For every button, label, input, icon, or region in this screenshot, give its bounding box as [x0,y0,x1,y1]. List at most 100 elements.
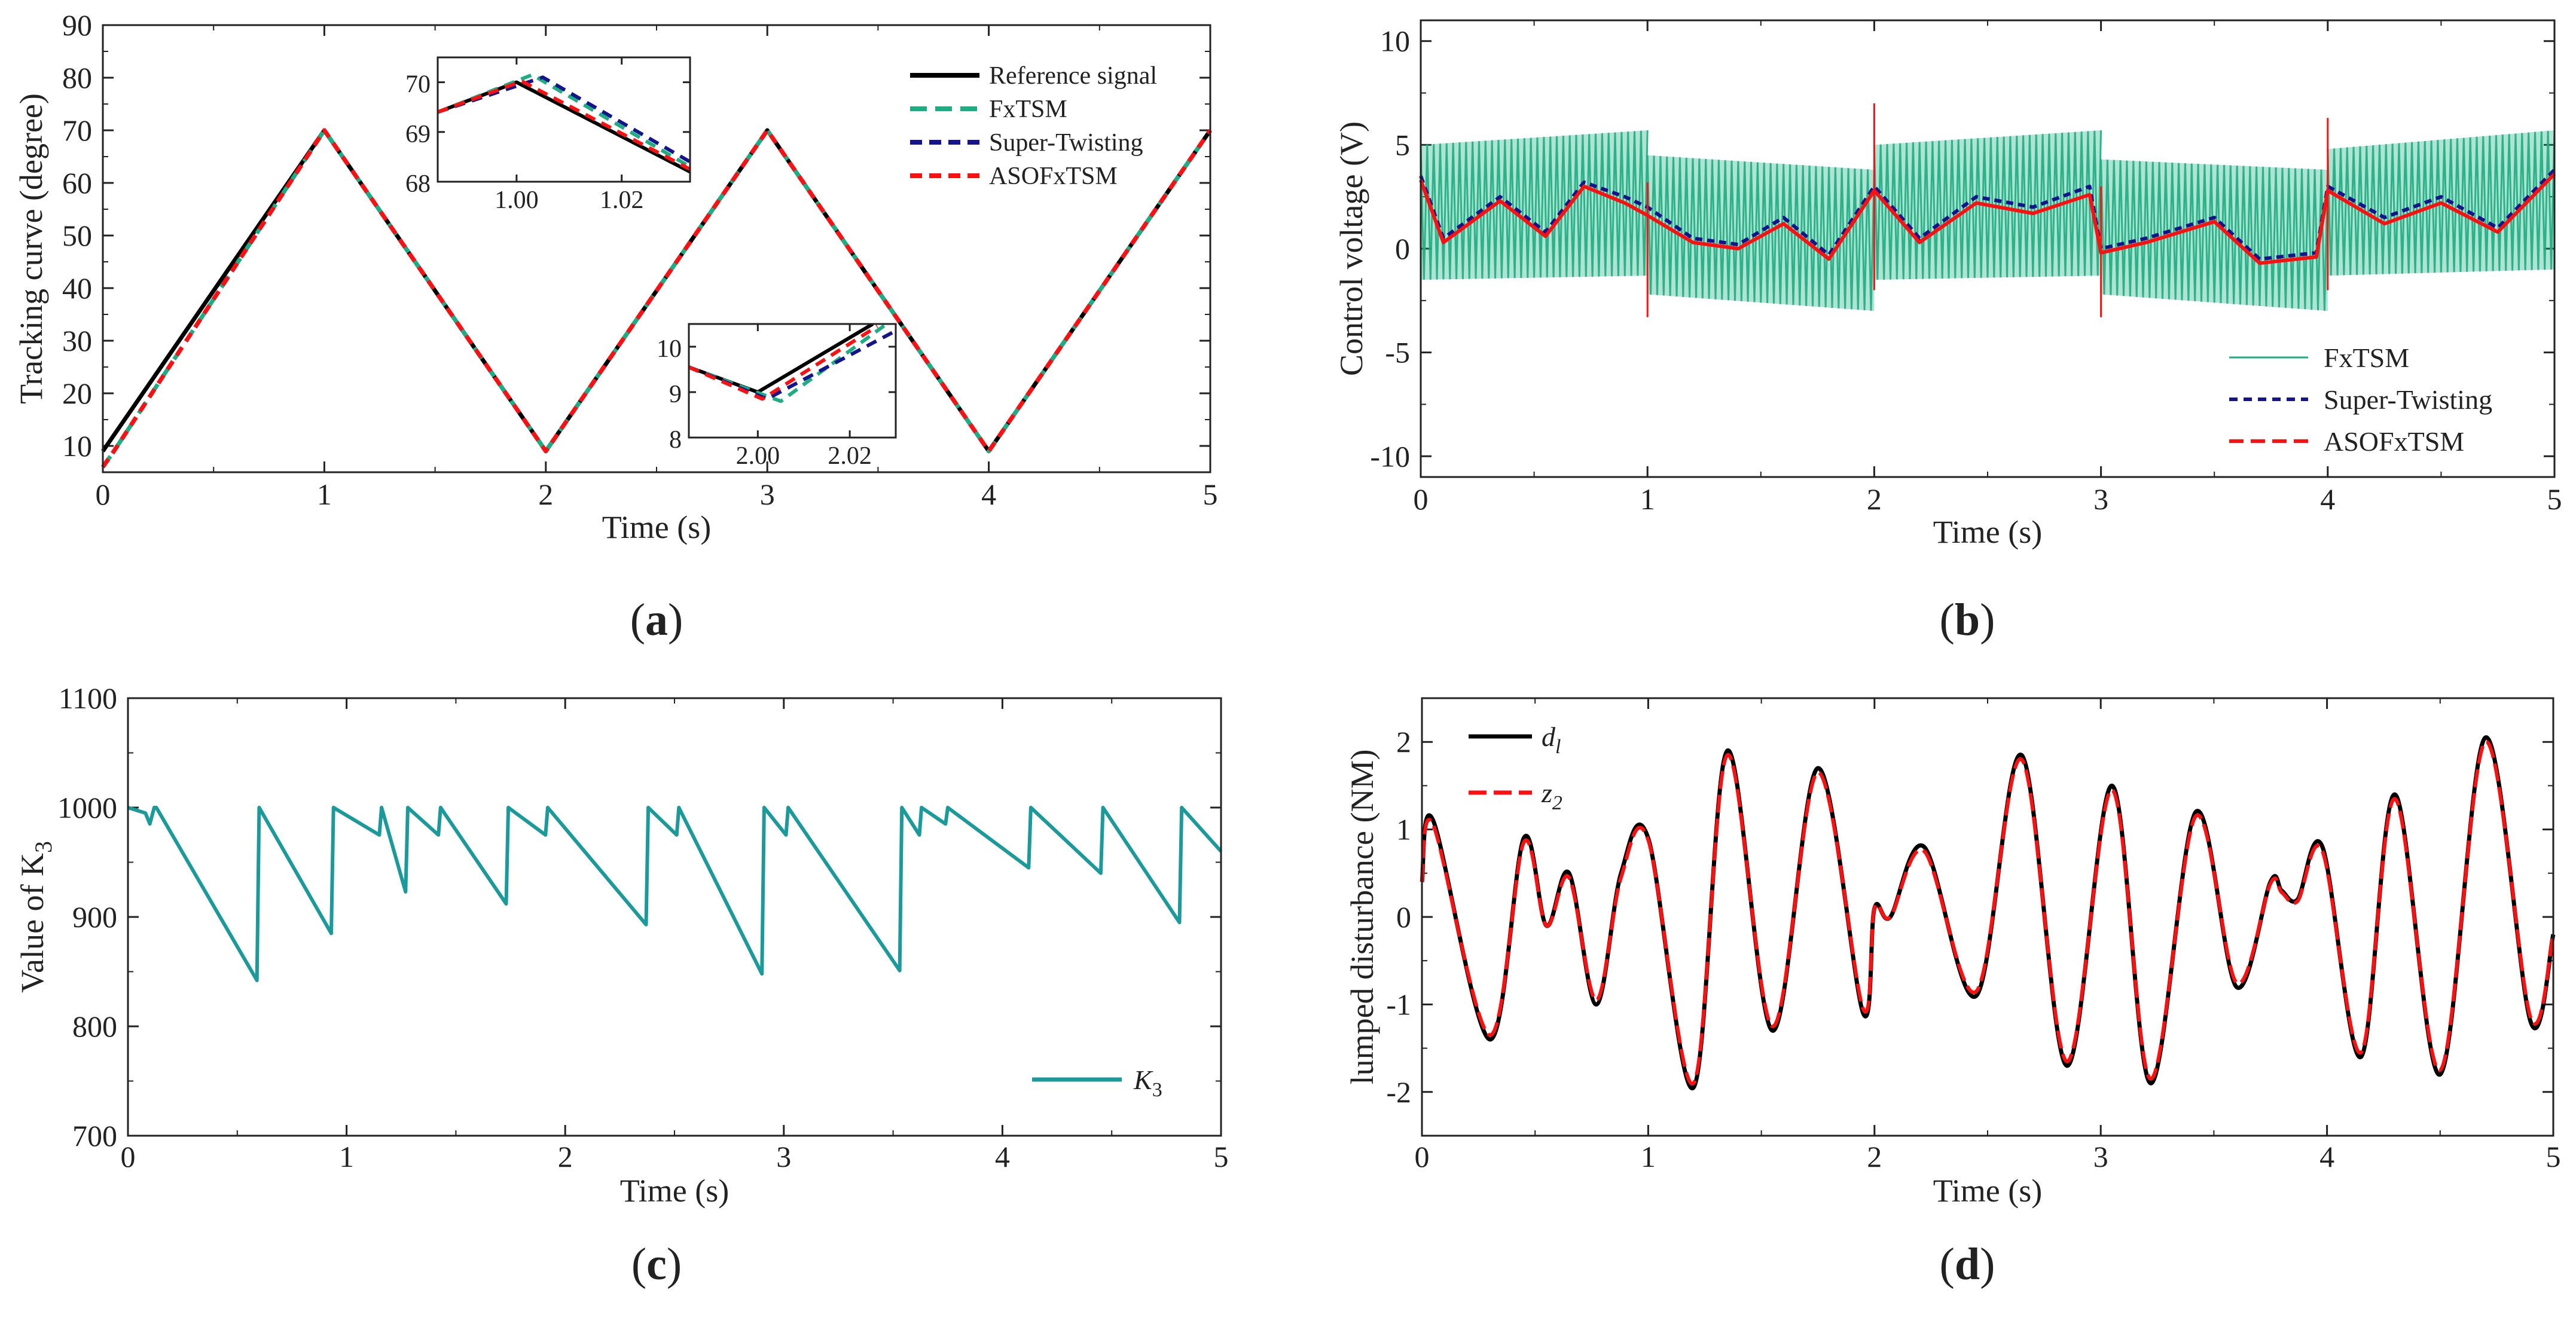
y-axis-label: lumped disturbance (NM) [1344,750,1380,1085]
fxtsm-band-fill [1647,155,1875,311]
fxtsm-band [1420,130,2556,311]
series-line-d1 [1420,735,2556,1090]
y-tick-label: -10 [1370,439,1410,473]
caption-close: ) [667,1239,682,1289]
caption-letter: b [1955,595,1980,645]
series-line-z2 [1420,740,2555,1086]
legend-label-main: K [1133,1065,1153,1095]
legend-label-subscript: 3 [1152,1079,1162,1101]
y-tick-label: 1 [1396,813,1411,846]
caption-open: ( [630,595,645,645]
legend-label-subscript: l [1555,736,1561,758]
legend-label: K3 [1133,1065,1162,1101]
legend-label: dl [1542,721,1561,758]
panel-b: 0 1 2 3 4 5 -10 -5 0 5 10 Time (s) Control voltage (… [1333,19,2562,645]
x-tick-label: 5 [2546,1140,2561,1173]
fxtsm-oscillation [1420,130,1649,280]
x-tick-label: 2 [558,1140,573,1173]
inset-1: 1.00 1.02 68 69 70 [405,56,691,214]
plot-frame [1420,19,2556,478]
y-tick-label: 10 [62,429,92,463]
x-tick-label: 2 [1867,1140,1882,1173]
x-tick-label: 0 [121,1140,136,1173]
panel-d: 0 1 2 3 4 5 -2 -1 0 1 2 Time (s) lumped disturbance … [1344,697,2561,1289]
y-tick-label: 40 [62,271,92,305]
legend-label: Super-Twisting [989,129,1143,157]
y-tick-label: 700 [72,1119,117,1152]
x-tick-label: 3 [2093,482,2108,516]
x-tick-label: 1 [1641,1140,1656,1173]
y-tick-label: 10 [657,335,682,363]
fxtsm-oscillation [1646,155,1875,311]
caption-close: ) [1980,1239,1995,1289]
fxtsm-band-fill [2101,159,2328,311]
y-axis-label: Control voltage (V) [1333,121,1369,376]
y-tick-label: 10 [1380,25,1410,58]
legend-label: Super-Twisting [2324,384,2492,415]
x-axis-label: Time (s) [620,1173,730,1209]
x-tick-label: 3 [2093,1140,2108,1173]
caption-letter: c [646,1239,667,1289]
x-tick-label: 1.00 [495,186,539,214]
y-tick-label: 50 [62,219,92,252]
y-axis-label: Value of K3 [14,841,57,993]
y-tick-label: 70 [62,114,92,147]
x-tick-label: 1 [1640,482,1655,516]
y-axis-label: Tracking curve (degree) [13,93,49,404]
x-tick-label: 2.02 [828,442,872,470]
y-tick-label: -2 [1386,1075,1411,1109]
plot-frame [127,697,1222,1137]
x-tick-label: 3 [760,478,775,511]
inset-background [438,57,690,182]
x-tick-label: 4 [995,1140,1010,1173]
x-tick-label: 0 [1414,482,1429,516]
y-tick-label: -5 [1385,336,1410,369]
y-tick-label: 60 [62,166,92,200]
caption-open: ( [1940,1239,1955,1289]
y-tick-label: 1000 [57,791,117,824]
x-tick-label: 1.02 [600,186,644,214]
legend-label: FxTSM [2324,343,2409,373]
x-tick-label: 5 [2547,482,2562,516]
legend-label: ASOFxTSM [989,163,1118,190]
panel-c: 0 1 2 3 4 5 700 800 900 1000 1100 Time (s) Value of … [14,681,1229,1289]
plot-frame [102,24,1211,473]
y-tick-label: 1100 [59,681,117,715]
y-tick-label: 70 [405,71,431,99]
inset-series [438,73,690,174]
legend-label-main: z [1541,778,1552,808]
legend-label: ASOFxTSM [2324,426,2464,457]
y-tick-label: 0 [1396,900,1411,934]
legend-label: z2 [1541,778,1562,814]
y-tick-label: 20 [62,377,92,410]
x-tick-label: 1 [339,1140,354,1173]
caption-close: ) [1980,595,1995,645]
fxtsm-band-fill [1421,130,1648,280]
x-tick-label: 5 [1214,1140,1229,1173]
x-tick-label: 2 [1867,482,1882,516]
inset-frame [437,56,691,183]
fxtsm-oscillation [1873,130,2102,280]
series-line-k3 [127,806,1223,983]
caption-letter: d [1955,1239,1980,1289]
y-tick-label: 5 [1395,128,1410,161]
y-tick-label: 0 [1395,232,1410,265]
panel-caption: (b) [1940,595,1995,645]
series-line-asofxtsm [1419,172,2556,265]
fxtsm-oscillation [2327,130,2556,276]
inset-frame [688,323,897,439]
y-axis-label-main: Control voltage (V) [1333,121,1369,376]
y-axis-label-main: Tracking curve (degree) [13,93,49,404]
x-tick-label: 0 [96,478,111,511]
y-tick-label: 800 [72,1010,117,1043]
y-axis-label-main: lumped disturbance (NM) [1344,750,1380,1085]
legend-label-main: d [1542,721,1556,752]
caption-close: ) [668,595,683,645]
x-tick-label: 2 [538,478,553,511]
y-axis-label-subscript: 3 [30,841,57,853]
y-tick-label: 2 [1396,725,1411,759]
fxtsm-oscillation [2100,159,2329,311]
y-tick-label: 69 [405,121,431,148]
inset-2: 2.00 2.02 8 9 10 [657,323,897,470]
